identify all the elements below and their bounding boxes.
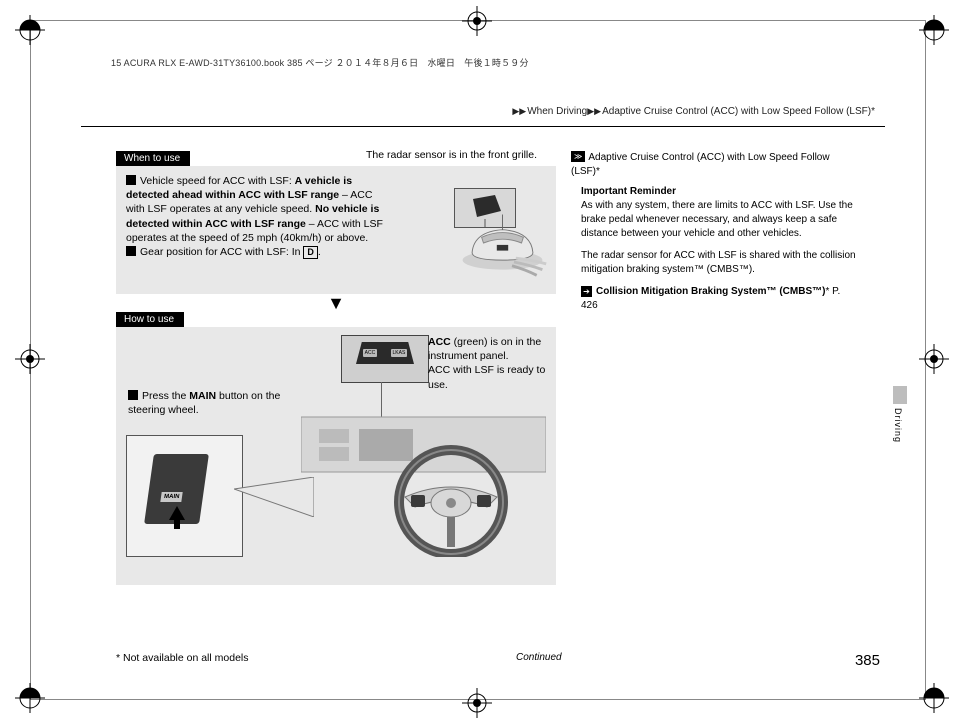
when-line2b: .	[318, 246, 321, 258]
acc-word: ACC	[428, 336, 451, 348]
section-side-tab: Driving	[893, 386, 907, 446]
down-arrow-icon: ▼	[116, 296, 556, 310]
gear-d-icon: D	[303, 246, 318, 259]
instrument-cluster-callout: ACC LKAS	[341, 335, 429, 383]
important-reminder-title: Important Reminder	[581, 186, 676, 197]
xref-label: Collision Mitigation Braking System™ (CM…	[596, 286, 825, 297]
page-number: 385	[855, 652, 880, 669]
instr-main: MAIN	[189, 390, 216, 402]
press-main-instruction: Press the MAIN button on the steering wh…	[128, 389, 288, 417]
radar-shared-text: The radar sensor for ACC with LSF is sha…	[581, 249, 856, 277]
page-frame: 15 ACURA RLX E-AWD-31TY36100.book 385 ペー…	[30, 20, 926, 700]
main-button-closeup: MAIN	[126, 435, 243, 557]
registration-mark-icon	[919, 15, 949, 45]
left-column: When to use The radar sensor is in the f…	[116, 151, 556, 585]
info-chevron-icon: ≫	[571, 151, 585, 162]
breadcrumb-arrow-icon: ▶▶	[512, 106, 526, 116]
radar-caption: The radar sensor is in the front grille.	[366, 149, 556, 161]
registration-mark-icon	[919, 344, 949, 374]
car-front-figure	[455, 186, 550, 281]
instr-a: Press the	[142, 390, 189, 402]
breadcrumb-seg2: Adaptive Cruise Control (ACC) with Low S…	[602, 106, 871, 117]
rc-head-star: *	[596, 166, 600, 177]
square-bullet-icon	[126, 175, 136, 185]
breadcrumb: ▶▶When Driving▶▶Adaptive Cruise Control …	[512, 106, 875, 117]
square-bullet-icon	[126, 246, 136, 256]
breadcrumb-seg1: When Driving	[527, 106, 587, 117]
cluster-acc-label: ACC	[363, 349, 378, 358]
continued-label: Continued	[516, 652, 562, 663]
registration-mark-icon	[15, 344, 45, 374]
when-line2a: Gear position for ACC with LSF: In	[140, 246, 303, 258]
book-header-line: 15 ACURA RLX E-AWD-31TY36100.book 385 ペー…	[111, 56, 529, 69]
breadcrumb-star: *	[871, 106, 875, 117]
footnote: * Not available on all models	[116, 652, 249, 664]
steering-wheel-figure	[301, 407, 546, 557]
when-to-use-tab: When to use	[116, 151, 190, 166]
registration-mark-icon	[462, 6, 492, 36]
right-column: ≫Adaptive Cruise Control (ACC) with Low …	[571, 151, 856, 321]
rc-head-text: Adaptive Cruise Control (ACC) with Low S…	[571, 152, 830, 177]
important-reminder-body: As with any system, there are limits to …	[581, 200, 853, 239]
page-footer: * Not available on all models Continued …	[116, 652, 880, 664]
xref-arrow-icon: ➔	[581, 286, 592, 297]
registration-mark-icon	[462, 688, 492, 718]
main-button-label: MAIN	[160, 492, 183, 502]
cluster-display-icon: ACC LKAS	[356, 342, 414, 364]
cluster-lkas-label: LKAS	[391, 349, 408, 358]
registration-mark-icon	[919, 683, 949, 713]
up-arrow-icon	[169, 506, 185, 520]
registration-mark-icon	[15, 683, 45, 713]
side-tab-stub	[893, 386, 907, 404]
registration-mark-icon	[15, 15, 45, 45]
square-bullet-icon	[128, 390, 138, 400]
car-radar-icon	[455, 186, 550, 281]
steering-wheel-icon	[301, 407, 546, 557]
acc-status-text: ACC (green) is on in the instrument pane…	[428, 335, 546, 392]
right-col-heading: ≫Adaptive Cruise Control (ACC) with Low …	[571, 151, 856, 179]
how-to-use-tab: How to use	[116, 312, 184, 327]
side-tab-label: Driving	[893, 408, 903, 443]
breadcrumb-arrow-icon: ▶▶	[587, 106, 601, 116]
acc-line2: ACC with LSF is ready to use.	[428, 364, 545, 390]
header-rule	[81, 126, 885, 127]
how-to-use-panel: ACC LKAS ACC (green) is on in the instru…	[116, 327, 556, 585]
when-to-use-panel: Vehicle speed for ACC with LSF: A vehicl…	[116, 166, 556, 294]
when-line1a: Vehicle speed for ACC with LSF:	[140, 175, 295, 187]
